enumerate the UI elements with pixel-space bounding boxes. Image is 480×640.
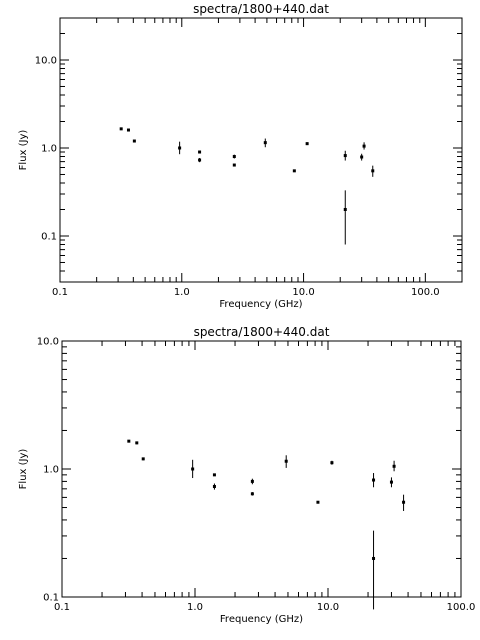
y-axis-label: Flux (Jy) xyxy=(18,130,29,171)
data-point xyxy=(250,478,254,485)
data-marker xyxy=(372,556,376,560)
data-marker xyxy=(232,163,236,167)
data-point xyxy=(263,138,267,148)
data-marker xyxy=(372,478,376,482)
x-tick-label: 1.0 xyxy=(187,602,203,613)
data-point xyxy=(126,128,130,132)
data-marker xyxy=(360,155,364,159)
x-axis-label: Frequency (GHz) xyxy=(220,614,303,625)
data-point xyxy=(232,163,236,167)
data-marker xyxy=(212,473,216,477)
data-marker xyxy=(389,480,393,484)
data-point xyxy=(392,460,396,472)
data-marker xyxy=(198,158,202,162)
data-point xyxy=(284,455,288,468)
data-point xyxy=(330,460,334,465)
y-axis-label: Flux (Jy) xyxy=(18,449,29,490)
data-point xyxy=(132,139,136,143)
x-tick-label: 10.0 xyxy=(292,287,314,298)
data-marker xyxy=(343,154,347,158)
data-point xyxy=(141,457,145,461)
data-marker xyxy=(132,139,136,143)
x-tick-label: 1.0 xyxy=(174,287,190,298)
data-marker xyxy=(362,144,366,148)
data-marker xyxy=(178,146,182,150)
data-point xyxy=(119,127,123,131)
data-point xyxy=(371,165,375,177)
data-point xyxy=(198,150,202,154)
y-tick-label: 0.1 xyxy=(43,593,59,604)
data-marker xyxy=(119,127,123,131)
data-point xyxy=(305,142,309,146)
y-tick-label: 1.0 xyxy=(43,465,59,476)
plot-frame xyxy=(61,340,462,598)
data-point xyxy=(402,494,406,511)
chart-title: spectra/1800+440.dat xyxy=(194,325,330,339)
data-marker xyxy=(191,467,195,471)
data-marker xyxy=(330,461,334,465)
y-tick-label: 1.0 xyxy=(41,143,57,154)
data-point xyxy=(389,477,393,488)
chart-panel-1: spectra/1800+440.dat Frequency (GHz) Flux … xyxy=(18,2,463,310)
data-point xyxy=(343,150,347,161)
data-marker xyxy=(198,150,202,154)
chart-panel-2: spectra/1800+440.dat Frequency (GHz) Flux … xyxy=(18,325,475,625)
data-point xyxy=(250,492,254,496)
data-point xyxy=(362,142,366,150)
data-marker xyxy=(284,459,288,463)
data-point xyxy=(212,473,216,477)
data-marker xyxy=(392,464,396,468)
data-marker xyxy=(305,142,309,146)
data-point xyxy=(135,441,139,445)
data-point xyxy=(178,141,182,155)
data-marker xyxy=(250,479,254,483)
x-tick-label: 0.1 xyxy=(52,287,68,298)
x-tick-label: 10.0 xyxy=(317,602,339,613)
data-marker xyxy=(316,500,320,504)
y-tick-label: 10.0 xyxy=(37,337,59,348)
plot-frame xyxy=(59,17,463,283)
data-marker xyxy=(292,169,296,173)
data-point xyxy=(372,473,376,488)
data-point xyxy=(292,169,296,173)
chart-title: spectra/1800+440.dat xyxy=(193,2,329,16)
data-point xyxy=(360,153,364,161)
data-marker xyxy=(343,207,347,211)
data-point xyxy=(343,190,347,245)
data-point xyxy=(127,439,131,443)
data-point xyxy=(191,459,195,479)
data-marker xyxy=(135,441,139,445)
x-tick-label: 0.1 xyxy=(54,602,70,613)
y-tick-label: 10.0 xyxy=(35,55,57,66)
y-tick-label: 0.1 xyxy=(41,231,57,242)
data-marker xyxy=(263,141,267,145)
data-point xyxy=(372,530,376,610)
data-point xyxy=(198,157,202,163)
data-marker xyxy=(127,439,131,443)
data-point xyxy=(232,154,236,159)
data-marker xyxy=(212,484,216,488)
data-point xyxy=(316,500,320,504)
x-tick-label: 100.0 xyxy=(411,287,440,298)
data-marker xyxy=(371,169,375,173)
data-marker xyxy=(141,457,145,461)
x-tick-label: 100.0 xyxy=(447,602,476,613)
data-marker xyxy=(402,500,406,504)
data-point xyxy=(212,483,216,490)
data-marker xyxy=(126,128,130,132)
data-marker xyxy=(232,155,236,159)
x-axis-label: Frequency (GHz) xyxy=(219,299,302,310)
data-marker xyxy=(250,492,254,496)
